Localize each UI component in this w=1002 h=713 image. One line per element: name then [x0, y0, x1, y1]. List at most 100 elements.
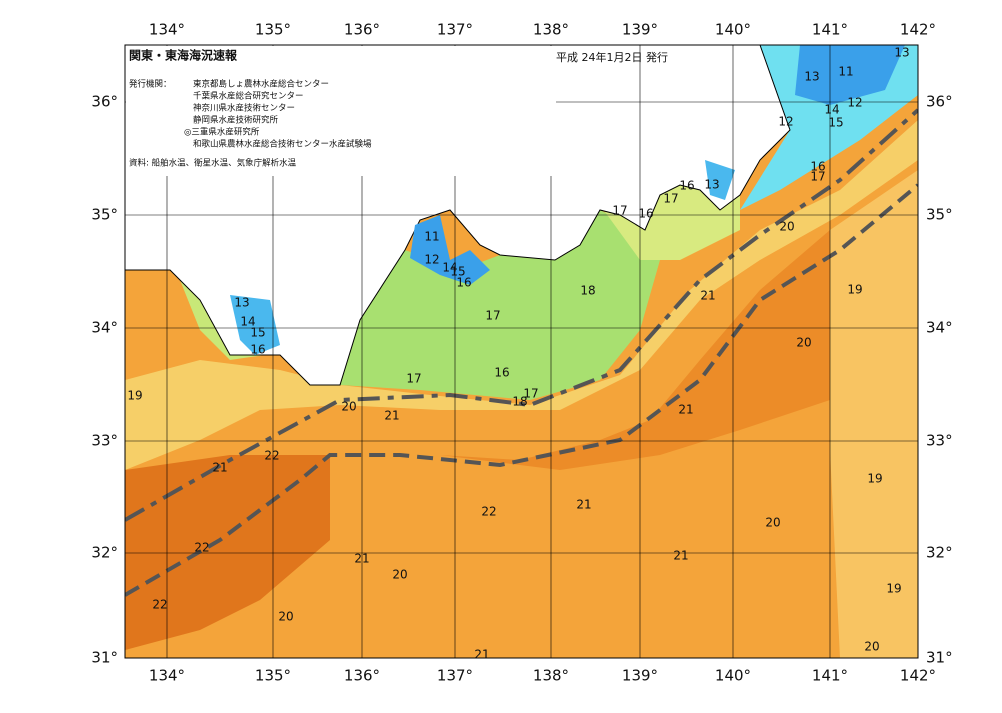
- warm-patch: [125, 455, 330, 650]
- legend-box: [126, 46, 556, 176]
- lon-label: 142°: [900, 667, 936, 685]
- contour-label: 16: [810, 160, 825, 174]
- issuer: ◎三重県水産研究所: [184, 127, 260, 138]
- issuer: 千葉県水産総合研究センター: [193, 91, 304, 102]
- contour-label: 18: [512, 395, 527, 409]
- bay: [230, 295, 280, 355]
- issuer: 東京都島しょ農林水産総合センター: [193, 79, 329, 90]
- contour-label: 21: [700, 289, 715, 303]
- contour-label: 20: [392, 568, 407, 582]
- lat-label: 32°: [926, 544, 953, 562]
- contour-label: 17: [523, 387, 538, 401]
- lon-label: 137°: [437, 21, 473, 39]
- contour-label: 17: [485, 309, 500, 323]
- lon-label: 134°: [149, 21, 185, 39]
- contour-label: 19: [847, 283, 862, 297]
- lon-label: 135°: [255, 21, 291, 39]
- issuer: 和歌山県農林水産総合技術センター水産試験場: [193, 139, 372, 150]
- issuer: 神奈川県水産技術センター: [193, 103, 295, 114]
- lon-label: 138°: [533, 667, 569, 685]
- lon-label: 141°: [812, 667, 848, 685]
- contour-label: 15: [250, 326, 265, 340]
- lat-label: 32°: [91, 544, 118, 562]
- lon-label: 140°: [715, 667, 751, 685]
- contour-label: 20: [796, 336, 811, 350]
- contour-label: 13: [704, 178, 719, 192]
- contour-label: 21: [576, 498, 591, 512]
- lat-label: 36°: [91, 93, 118, 111]
- lat-label: 31°: [926, 649, 953, 667]
- contour-label: 20: [341, 400, 356, 414]
- contour-label: 21: [474, 648, 489, 662]
- contour-label: 12: [778, 115, 793, 129]
- contour-label: 22: [152, 598, 167, 612]
- contour-label: 19: [867, 472, 882, 486]
- lon-label: 137°: [437, 667, 473, 685]
- lon-label: 136°: [344, 21, 380, 39]
- contour-label: 17: [612, 204, 627, 218]
- contour-label: 13: [804, 70, 819, 84]
- contour-label: 15: [828, 116, 843, 130]
- bay: [410, 215, 490, 285]
- contour-label: 20: [779, 220, 794, 234]
- source: 資料: 船舶水温、衛星水温、気象庁解析水温: [129, 158, 297, 169]
- contour-label: 18: [580, 284, 595, 298]
- contour-label: 21: [384, 409, 399, 423]
- contour-label: 17: [663, 192, 678, 206]
- contour-label: 16: [638, 207, 653, 221]
- lon-label: 135°: [255, 667, 291, 685]
- contour-label: 22: [194, 541, 209, 555]
- lon-label: 136°: [344, 667, 380, 685]
- contour-label: 11: [424, 230, 439, 244]
- cold-area: [795, 45, 905, 105]
- lon-label: 138°: [533, 21, 569, 39]
- current-edge: [125, 183, 918, 597]
- lat-label: 33°: [926, 432, 953, 450]
- title: 関東・東海海況速報: [129, 48, 238, 63]
- issuer-label: 発行機関：: [129, 79, 172, 90]
- cool-area: [830, 170, 918, 658]
- contour-label: 14: [442, 261, 457, 275]
- lat-label: 35°: [91, 206, 118, 224]
- contour-label: 21: [212, 461, 227, 475]
- contour-label: 17: [810, 170, 825, 184]
- contour-label: 16: [494, 366, 509, 380]
- contour-label: 13: [894, 46, 909, 60]
- contour-label: 21: [673, 549, 688, 563]
- contour-label: 16: [456, 276, 471, 290]
- lon-label: 142°: [900, 21, 936, 39]
- contour-label: 22: [481, 505, 496, 519]
- map-frame: [124, 44, 919, 659]
- lat-label: 34°: [926, 319, 953, 337]
- lat-label: 31°: [91, 649, 118, 667]
- bay: [705, 160, 735, 200]
- lon-label: 134°: [149, 667, 185, 685]
- contour-label: 11: [838, 65, 853, 79]
- contour-label: 21: [678, 403, 693, 417]
- contour-label: 13: [234, 296, 249, 310]
- lon-label: 139°: [622, 667, 658, 685]
- lat-label: 33°: [91, 432, 118, 450]
- issuer: 静岡県水産技術研究所: [193, 115, 279, 126]
- warm-patch: [440, 230, 830, 470]
- contour-label: 14: [240, 315, 255, 329]
- contour-label: 20: [864, 640, 879, 654]
- contour-label: 16: [679, 179, 694, 193]
- contour-label: 12: [424, 253, 439, 267]
- lat-label: 36°: [926, 93, 953, 111]
- contour-label: 12: [847, 96, 862, 110]
- current-axis: [125, 108, 918, 522]
- lon-label: 140°: [715, 21, 751, 39]
- lon-label: 139°: [622, 21, 658, 39]
- contour-label: 19: [127, 389, 142, 403]
- contour-label: 19: [886, 582, 901, 596]
- contour-label: 22: [264, 449, 279, 463]
- lat-label: 35°: [926, 206, 953, 224]
- date: 平成 24年1月2日 発行: [556, 50, 668, 64]
- contour-label: 16: [250, 343, 265, 357]
- contour-label: 20: [765, 516, 780, 530]
- lon-label: 141°: [812, 21, 848, 39]
